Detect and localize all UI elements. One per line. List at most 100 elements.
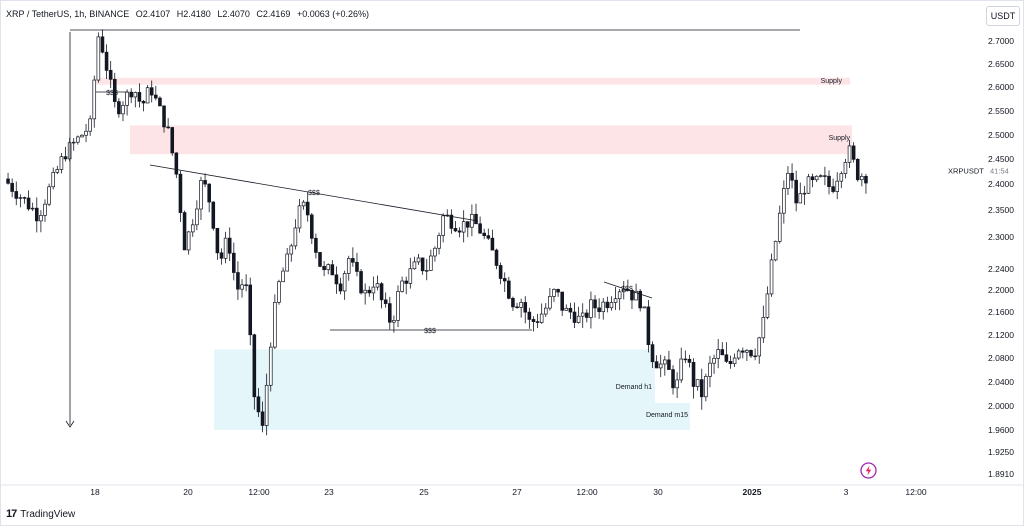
candle-body — [638, 290, 642, 309]
zone-label-3: Demand m15 — [646, 412, 688, 419]
candle-body — [478, 223, 482, 234]
candle-body — [47, 186, 51, 205]
candle-body — [248, 284, 253, 336]
price-tick-label: 2.0800 — [988, 353, 1014, 363]
candle-body — [322, 266, 326, 271]
price-tick-label: 2.6000 — [988, 82, 1014, 92]
candle-body — [835, 180, 840, 192]
price-tick-label: 2.3500 — [988, 205, 1014, 215]
close-value: C2.4169 — [256, 9, 291, 19]
candle-body — [663, 359, 667, 365]
price-tick-label: 2.4000 — [988, 179, 1014, 189]
candle-body — [535, 321, 540, 323]
candle-body — [704, 376, 708, 398]
tradingview-logo-icon: 17 — [6, 508, 17, 520]
candle-body — [244, 284, 248, 286]
zone-label-0: Supply — [821, 78, 843, 85]
candle-body — [92, 79, 97, 120]
candle-body — [498, 265, 503, 279]
candle-body — [765, 293, 770, 318]
tradingview-logo[interactable]: 17 TradingView — [6, 508, 75, 520]
candle-body — [158, 97, 162, 107]
candle-body — [634, 290, 638, 301]
currency-button[interactable]: USDT — [986, 6, 1020, 26]
candle-body — [30, 207, 35, 210]
candle-body — [568, 307, 573, 313]
candle-body — [392, 320, 396, 323]
candle-body — [732, 357, 737, 365]
candle-body — [71, 141, 76, 144]
low-value: L2.4070 — [217, 9, 250, 19]
candle-body — [39, 215, 43, 222]
zone-demand-3 — [214, 403, 690, 430]
minor-trendline — [603, 281, 653, 299]
lightning-icon[interactable] — [860, 462, 877, 479]
candle-body — [601, 301, 606, 313]
candle-body — [297, 205, 302, 229]
zone-supply-1 — [130, 125, 852, 155]
time-tick-label: 12:00 — [248, 487, 270, 497]
candle-body — [753, 355, 757, 358]
candle-body — [170, 127, 175, 154]
candle-body — [26, 197, 31, 210]
high-value: H2.4180 — [176, 9, 211, 19]
candle-body — [564, 307, 569, 311]
candle-body — [642, 306, 647, 309]
last-price-symbol: XRPUSDT — [948, 167, 984, 176]
candle-body — [864, 175, 868, 184]
candle-body — [511, 297, 515, 308]
time-tick-label: 25 — [419, 487, 429, 497]
candle-body — [630, 290, 634, 301]
candle-body — [621, 288, 626, 293]
time-tick-label: 2025 — [743, 487, 762, 497]
candle-body — [465, 221, 470, 228]
symbol-title[interactable]: XRP / TetherUS, 1h, BINANCE — [6, 9, 130, 19]
price-tick-label: 1.9250 — [988, 447, 1014, 457]
candle-body — [519, 302, 523, 308]
time-tick-label: 30 — [653, 487, 663, 497]
candle-body — [486, 235, 491, 239]
candle-body — [613, 298, 618, 303]
price-tick-label: 2.2400 — [988, 264, 1014, 274]
candle-body — [289, 245, 294, 255]
candle-body — [461, 221, 466, 233]
candle-body — [219, 252, 224, 259]
candle-body — [646, 306, 651, 345]
candle-body — [412, 261, 417, 270]
candle-body — [318, 252, 322, 267]
candle-body — [149, 87, 154, 96]
candle-body — [334, 274, 339, 285]
candle-body — [383, 299, 388, 304]
candle-body — [137, 92, 142, 102]
price-tick-label: 2.5000 — [988, 130, 1014, 140]
time-tick-label: 12:00 — [905, 487, 927, 497]
candle-body — [400, 280, 404, 292]
candle-body — [847, 145, 852, 163]
candle-body — [576, 315, 581, 323]
candle-body — [145, 87, 150, 104]
candle-body — [802, 192, 807, 195]
candle-body — [855, 158, 860, 181]
price-tick-label: 2.2000 — [988, 285, 1014, 295]
candle-body — [609, 302, 614, 309]
zone-supply-0 — [95, 77, 850, 85]
candle-body — [675, 379, 679, 389]
candle-body — [264, 384, 269, 426]
candle-body — [560, 291, 564, 311]
candle-body — [314, 237, 318, 253]
candle-body — [741, 350, 745, 353]
candle-body — [108, 69, 113, 80]
candle-body — [790, 172, 794, 181]
candle-body — [260, 411, 265, 426]
candle-body — [388, 303, 392, 323]
candle-body — [650, 344, 655, 363]
candle-body — [285, 253, 289, 272]
candle-body — [552, 289, 556, 297]
candle-body — [133, 92, 138, 98]
candle-body — [749, 350, 753, 357]
zone-demand-2 — [214, 349, 655, 403]
candle-body — [482, 232, 486, 237]
candle-body — [80, 134, 84, 138]
